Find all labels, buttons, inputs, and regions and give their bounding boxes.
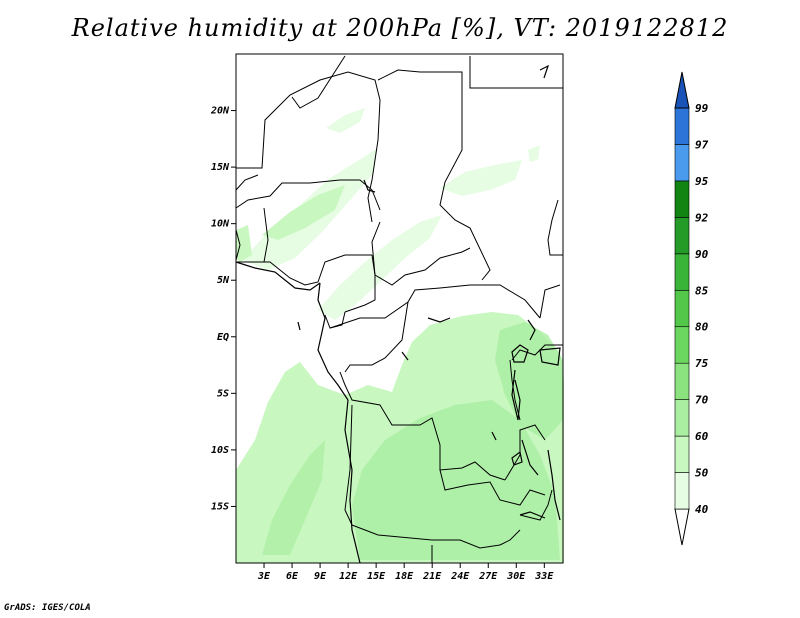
- lon-tick-label: 27E: [478, 571, 498, 582]
- colorbar-segment: [674, 362, 690, 400]
- colorbar-label: 90: [695, 248, 709, 261]
- colorbar-label: 97: [695, 138, 709, 151]
- humidity-patch-ne: [528, 145, 540, 162]
- lon-tick-label: 15E: [367, 571, 386, 582]
- colorbar-label: 92: [695, 211, 709, 224]
- colorbar-label: 99: [695, 102, 709, 115]
- coastlines: [235, 64, 561, 564]
- humidity-band-sahara: [326, 108, 365, 133]
- lon-tick-label: 21E: [422, 571, 442, 582]
- humidity-region-west-band: [262, 440, 325, 555]
- lat-tick-label: 5N: [217, 275, 230, 286]
- colorbar-max-arrow: [674, 71, 690, 109]
- humidity-shading: [236, 108, 564, 563]
- colorbar-segment: [674, 217, 690, 255]
- map-frame: [235, 53, 564, 564]
- colorbar-segment: [674, 180, 690, 218]
- colorbar-label: 60: [695, 430, 709, 443]
- humidity-patch-coast: [236, 225, 252, 262]
- longitude-axis: 3E 6E 9E 12E 15E 18E 21E 24E 27E 30E 33E: [257, 563, 554, 582]
- lon-tick-label: 33E: [534, 571, 554, 582]
- lat-tick-label: 5S: [217, 388, 229, 399]
- lat-tick-label: 15S: [211, 501, 229, 512]
- colorbar-label: 95: [695, 175, 709, 188]
- colorbar-min-arrow: [674, 508, 690, 546]
- latitude-axis: 20N 15N 10N 5N EQ 5S 10S 15S: [210, 106, 236, 512]
- grads-credit: GrADS: IGES/COLA: [4, 603, 91, 613]
- colorbar-segment: [674, 435, 690, 473]
- colorbar-segment: [674, 144, 690, 182]
- colorbar-label: 50: [695, 467, 709, 480]
- colorbar-segment: [674, 289, 690, 328]
- lat-tick-label: EQ: [217, 332, 229, 343]
- colorbar-segment: [674, 107, 690, 145]
- humidity-band-mid: [318, 215, 442, 320]
- lon-tick-label: 6E: [286, 571, 299, 582]
- lat-tick-label: 10N: [211, 219, 230, 230]
- humidity-band-northeast: [440, 160, 522, 196]
- lon-tick-label: 9E: [314, 571, 327, 582]
- lon-tick-label: 18E: [395, 571, 414, 582]
- country-borders: [235, 55, 563, 563]
- lon-tick-label: 30E: [506, 571, 526, 582]
- colorbar-label: 80: [695, 321, 709, 334]
- colorbar-label: 70: [695, 394, 709, 407]
- map-title: Relative humidity at 200hPa [%], VT: 201…: [71, 14, 729, 42]
- colorbar-segment: [674, 326, 690, 364]
- lat-tick-label: 10S: [211, 445, 229, 456]
- colorbar-segment: [674, 253, 690, 291]
- lon-tick-label: 3E: [257, 571, 271, 582]
- colorbar-label: 40: [695, 503, 709, 516]
- humidity-band-north-core: [262, 185, 345, 240]
- humidity-region-south-core: [352, 400, 560, 560]
- colorbar-label: 85: [695, 284, 709, 297]
- colorbar-segment: [674, 472, 690, 510]
- colorbar: 40 50 60 70 75 80 85 90 92 95 97 99: [674, 71, 709, 546]
- lat-tick-label: 20N: [210, 106, 230, 117]
- colorbar-label: 75: [695, 357, 709, 370]
- lon-tick-label: 24E: [450, 571, 470, 582]
- colorbar-segment: [674, 399, 690, 437]
- lat-tick-label: 15N: [211, 162, 230, 173]
- lon-tick-label: 12E: [339, 571, 358, 582]
